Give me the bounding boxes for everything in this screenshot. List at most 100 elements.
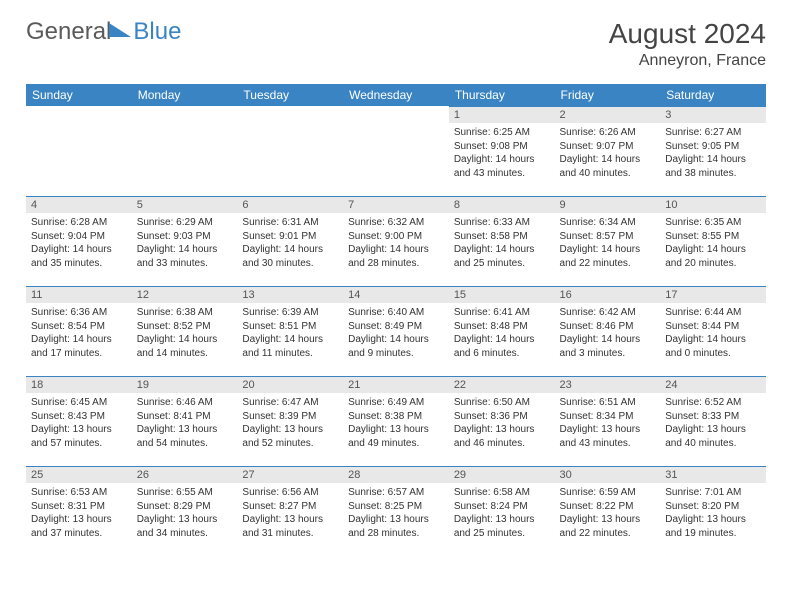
sunset-text: Sunset: 8:24 PM	[454, 500, 550, 514]
calendar-cell: 24Sunrise: 6:52 AMSunset: 8:33 PMDayligh…	[660, 376, 766, 466]
col-saturday: Saturday	[660, 84, 766, 106]
daylight-text: Daylight: 13 hours and 34 minutes.	[137, 513, 233, 540]
daylight-text: Daylight: 14 hours and 33 minutes.	[137, 243, 233, 270]
day-details: Sunrise: 6:35 AMSunset: 8:55 PMDaylight:…	[660, 213, 766, 273]
sunrise-text: Sunrise: 7:01 AM	[665, 486, 761, 500]
day-number: 19	[132, 376, 238, 393]
daylight-text: Daylight: 14 hours and 3 minutes.	[560, 333, 656, 360]
day-number: 17	[660, 286, 766, 303]
sunrise-text: Sunrise: 6:36 AM	[31, 306, 127, 320]
sunset-text: Sunset: 9:04 PM	[31, 230, 127, 244]
calendar-cell: 13Sunrise: 6:39 AMSunset: 8:51 PMDayligh…	[237, 286, 343, 376]
sunrise-text: Sunrise: 6:49 AM	[348, 396, 444, 410]
day-number: 20	[237, 376, 343, 393]
logo-triangle-icon	[109, 23, 131, 37]
sunset-text: Sunset: 8:29 PM	[137, 500, 233, 514]
calendar-cell: 3Sunrise: 6:27 AMSunset: 9:05 PMDaylight…	[660, 106, 766, 196]
day-number: 30	[555, 466, 661, 483]
sunrise-text: Sunrise: 6:34 AM	[560, 216, 656, 230]
col-monday: Monday	[132, 84, 238, 106]
sunrise-text: Sunrise: 6:50 AM	[454, 396, 550, 410]
sunrise-text: Sunrise: 6:40 AM	[348, 306, 444, 320]
sunset-text: Sunset: 8:41 PM	[137, 410, 233, 424]
calendar-cell: 8Sunrise: 6:33 AMSunset: 8:58 PMDaylight…	[449, 196, 555, 286]
daylight-text: Daylight: 13 hours and 40 minutes.	[665, 423, 761, 450]
day-details: Sunrise: 6:38 AMSunset: 8:52 PMDaylight:…	[132, 303, 238, 363]
day-number: 29	[449, 466, 555, 483]
day-number: 6	[237, 196, 343, 213]
day-details: Sunrise: 6:58 AMSunset: 8:24 PMDaylight:…	[449, 483, 555, 543]
sunset-text: Sunset: 8:34 PM	[560, 410, 656, 424]
calendar-cell: 31Sunrise: 7:01 AMSunset: 8:20 PMDayligh…	[660, 466, 766, 556]
calendar-cell: 12Sunrise: 6:38 AMSunset: 8:52 PMDayligh…	[132, 286, 238, 376]
title-block: August 2024 Anneyron, France	[609, 18, 766, 70]
calendar-cell: 17Sunrise: 6:44 AMSunset: 8:44 PMDayligh…	[660, 286, 766, 376]
daylight-text: Daylight: 13 hours and 28 minutes.	[348, 513, 444, 540]
calendar-cell: 9Sunrise: 6:34 AMSunset: 8:57 PMDaylight…	[555, 196, 661, 286]
daylight-text: Daylight: 13 hours and 57 minutes.	[31, 423, 127, 450]
calendar-row: 18Sunrise: 6:45 AMSunset: 8:43 PMDayligh…	[26, 376, 766, 466]
day-number: 27	[237, 466, 343, 483]
day-details: Sunrise: 6:53 AMSunset: 8:31 PMDaylight:…	[26, 483, 132, 543]
sunset-text: Sunset: 8:38 PM	[348, 410, 444, 424]
sunset-text: Sunset: 8:27 PM	[242, 500, 338, 514]
sunset-text: Sunset: 9:08 PM	[454, 140, 550, 154]
daylight-text: Daylight: 14 hours and 6 minutes.	[454, 333, 550, 360]
daylight-text: Daylight: 13 hours and 22 minutes.	[560, 513, 656, 540]
sunset-text: Sunset: 9:07 PM	[560, 140, 656, 154]
day-number: 22	[449, 376, 555, 393]
day-details: Sunrise: 6:57 AMSunset: 8:25 PMDaylight:…	[343, 483, 449, 543]
day-number: 31	[660, 466, 766, 483]
day-details: Sunrise: 6:47 AMSunset: 8:39 PMDaylight:…	[237, 393, 343, 453]
daylight-text: Daylight: 13 hours and 37 minutes.	[31, 513, 127, 540]
day-number: 5	[132, 196, 238, 213]
daylight-text: Daylight: 13 hours and 43 minutes.	[560, 423, 656, 450]
calendar-cell: 1Sunrise: 6:25 AMSunset: 9:08 PMDaylight…	[449, 106, 555, 196]
sunset-text: Sunset: 8:22 PM	[560, 500, 656, 514]
daylight-text: Daylight: 14 hours and 20 minutes.	[665, 243, 761, 270]
sunset-text: Sunset: 9:01 PM	[242, 230, 338, 244]
calendar-cell: 16Sunrise: 6:42 AMSunset: 8:46 PMDayligh…	[555, 286, 661, 376]
sunset-text: Sunset: 8:25 PM	[348, 500, 444, 514]
daylight-text: Daylight: 13 hours and 52 minutes.	[242, 423, 338, 450]
sunrise-text: Sunrise: 6:44 AM	[665, 306, 761, 320]
day-details: Sunrise: 6:36 AMSunset: 8:54 PMDaylight:…	[26, 303, 132, 363]
day-number: 3	[660, 106, 766, 123]
daylight-text: Daylight: 13 hours and 31 minutes.	[242, 513, 338, 540]
calendar-cell: 7Sunrise: 6:32 AMSunset: 9:00 PMDaylight…	[343, 196, 449, 286]
col-wednesday: Wednesday	[343, 84, 449, 106]
day-details: Sunrise: 6:50 AMSunset: 8:36 PMDaylight:…	[449, 393, 555, 453]
calendar-row: 11Sunrise: 6:36 AMSunset: 8:54 PMDayligh…	[26, 286, 766, 376]
day-number: 10	[660, 196, 766, 213]
sunrise-text: Sunrise: 6:45 AM	[31, 396, 127, 410]
daylight-text: Daylight: 14 hours and 11 minutes.	[242, 333, 338, 360]
col-tuesday: Tuesday	[237, 84, 343, 106]
sunrise-text: Sunrise: 6:35 AM	[665, 216, 761, 230]
sunset-text: Sunset: 8:39 PM	[242, 410, 338, 424]
day-number: 9	[555, 196, 661, 213]
calendar-cell: 19Sunrise: 6:46 AMSunset: 8:41 PMDayligh…	[132, 376, 238, 466]
sunset-text: Sunset: 8:51 PM	[242, 320, 338, 334]
sunrise-text: Sunrise: 6:53 AM	[31, 486, 127, 500]
day-number: 28	[343, 466, 449, 483]
sunset-text: Sunset: 8:54 PM	[31, 320, 127, 334]
calendar-cell: 4Sunrise: 6:28 AMSunset: 9:04 PMDaylight…	[26, 196, 132, 286]
day-number: 14	[343, 286, 449, 303]
calendar-cell: 25Sunrise: 6:53 AMSunset: 8:31 PMDayligh…	[26, 466, 132, 556]
calendar-table: Sunday Monday Tuesday Wednesday Thursday…	[26, 84, 766, 556]
daylight-text: Daylight: 14 hours and 17 minutes.	[31, 333, 127, 360]
calendar-cell: 11Sunrise: 6:36 AMSunset: 8:54 PMDayligh…	[26, 286, 132, 376]
sunrise-text: Sunrise: 6:26 AM	[560, 126, 656, 140]
sunrise-text: Sunrise: 6:29 AM	[137, 216, 233, 230]
day-number: 12	[132, 286, 238, 303]
calendar-cell: 5Sunrise: 6:29 AMSunset: 9:03 PMDaylight…	[132, 196, 238, 286]
sunset-text: Sunset: 8:52 PM	[137, 320, 233, 334]
day-details: Sunrise: 6:31 AMSunset: 9:01 PMDaylight:…	[237, 213, 343, 273]
daylight-text: Daylight: 14 hours and 43 minutes.	[454, 153, 550, 180]
daylight-text: Daylight: 13 hours and 49 minutes.	[348, 423, 444, 450]
day-number: 21	[343, 376, 449, 393]
calendar-cell: 20Sunrise: 6:47 AMSunset: 8:39 PMDayligh…	[237, 376, 343, 466]
day-details: Sunrise: 6:27 AMSunset: 9:05 PMDaylight:…	[660, 123, 766, 183]
calendar-cell: 26Sunrise: 6:55 AMSunset: 8:29 PMDayligh…	[132, 466, 238, 556]
daylight-text: Daylight: 14 hours and 38 minutes.	[665, 153, 761, 180]
